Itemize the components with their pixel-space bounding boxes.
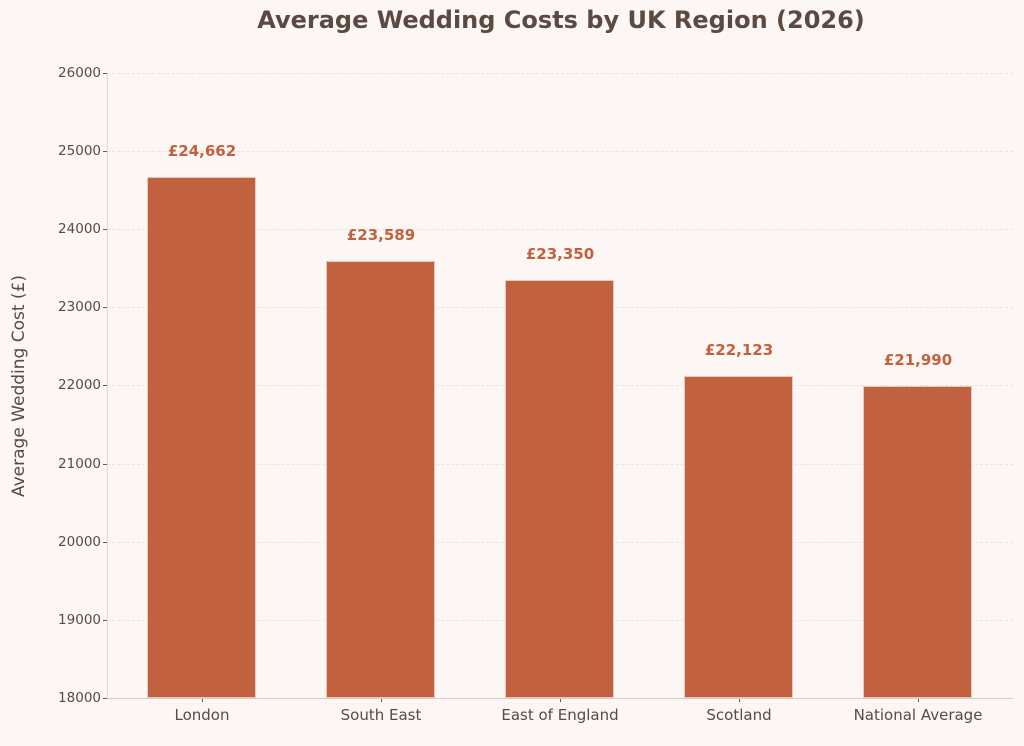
y-tick-label: 22000 [58,377,101,393]
y-tick-label: 21000 [58,456,101,472]
bar-scotland [684,376,793,698]
y-tick-label: 25000 [58,143,101,159]
y-tick-label: 18000 [58,690,101,706]
x-tick [560,698,561,702]
bar-national-average [863,386,972,698]
chart-title: Average Wedding Costs by UK Region (2026… [257,6,865,34]
bar-value-label: £22,123 [704,341,774,359]
x-axis-line [107,698,1013,699]
gridline [107,229,1013,230]
x-tick-label: East of England [501,706,619,724]
x-tick-label: Scotland [706,706,772,724]
y-tick [103,151,107,152]
plot-area: 18000 19000 20000 21000 22000 23000 2400… [58,65,1013,724]
x-tick-label: South East [340,706,422,724]
y-tick [103,385,107,386]
y-tick [103,307,107,308]
bar-east-of-england [505,280,614,698]
x-tick-label: National Average [853,706,983,724]
y-tick-label: 23000 [58,299,101,315]
y-tick-label: 20000 [58,534,101,550]
gridline [107,73,1013,74]
y-tick-label: 24000 [58,221,101,237]
y-tick [103,620,107,621]
gridline [107,151,1013,152]
x-tick-label: London [174,706,230,724]
y-tick [103,229,107,230]
bar-value-label: £21,990 [883,351,953,369]
x-tick [918,698,919,702]
y-tick [103,698,107,699]
bar-london [147,177,256,698]
bar-south-east [326,261,435,698]
bar-value-label: £23,589 [346,226,416,244]
bar-value-label: £24,662 [167,142,237,160]
y-tick [103,464,107,465]
x-tick [739,698,740,702]
y-tick-label: 19000 [58,612,101,628]
y-tick [103,542,107,543]
x-tick [202,698,203,702]
y-tick-label: 26000 [58,65,101,81]
bar-value-label: £23,350 [525,245,595,263]
x-tick [381,698,382,702]
y-axis-line [107,73,108,699]
y-tick [103,73,107,74]
